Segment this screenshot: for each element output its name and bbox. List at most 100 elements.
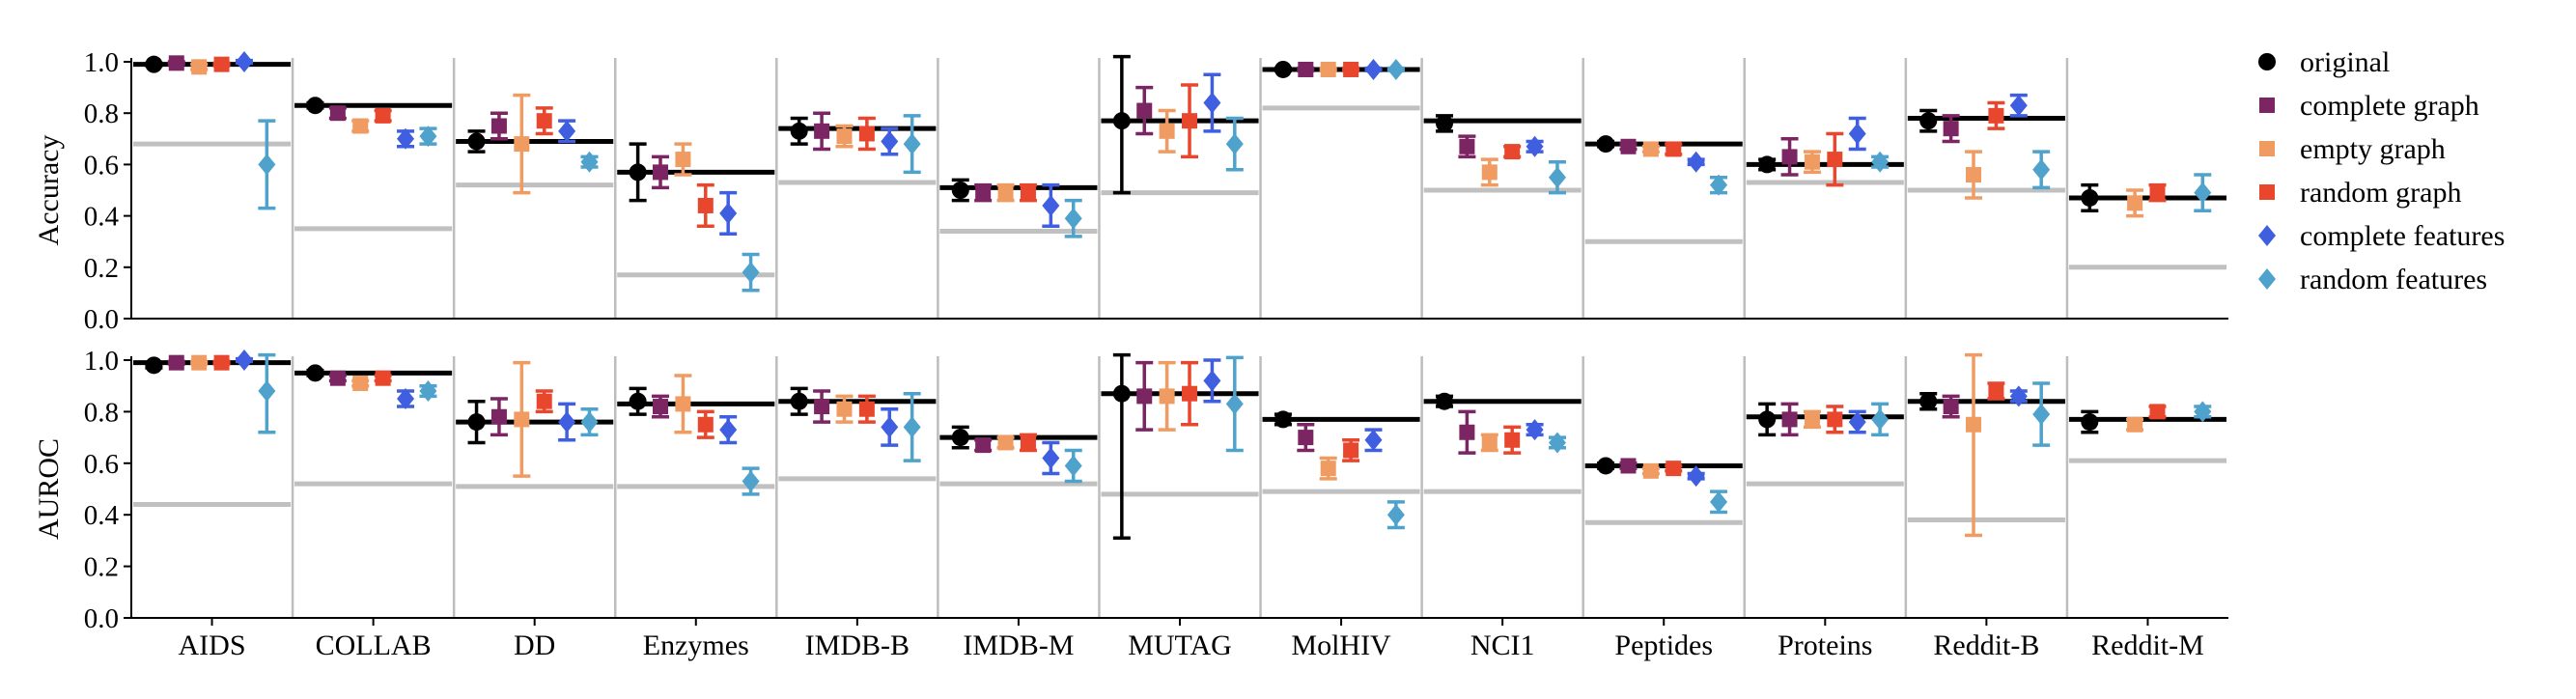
marker-random-graph [1504,432,1521,448]
marker-random-graph [1020,434,1036,451]
marker-random-graph [1666,141,1682,157]
marker-empty-graph [1320,461,1336,477]
marker-random-graph [858,126,875,142]
marker-empty-graph [1642,141,1659,157]
marker-complete-features [1526,135,1544,157]
marker-complete-features [235,51,253,72]
marker-complete-features [235,350,253,371]
marker-random-features [2194,401,2212,423]
marker-random-features [1386,58,1405,80]
legend-marker [2259,98,2275,113]
marker-original [1597,457,1615,475]
marker-complete-features [719,202,738,224]
legend-label: complete features [2300,220,2505,252]
marker-random-features [1064,455,1082,477]
legend-entry: complete graph [2259,90,2479,122]
marker-random-graph [1666,461,1682,477]
marker-complete-features [1203,92,1221,114]
marker-empty-graph [2127,195,2143,211]
marker-complete-features [1364,429,1383,451]
legend-entry: random graph [2259,177,2461,209]
x-tick-label: NCI1 [1470,629,1535,661]
marker-complete-features [1203,370,1221,392]
marker-original [306,364,324,382]
y-tick-label: 0.8 [84,98,119,129]
marker-random-graph [1827,152,1843,168]
x-tick-label: Reddit-M [2091,629,2204,661]
legend-label: complete graph [2300,90,2479,122]
marker-original [2081,413,2099,432]
marker-complete-features [2009,95,2028,117]
legend-marker [2259,184,2275,200]
marker-original [1758,155,1777,174]
x-tick-label: Peptides [1614,629,1713,661]
marker-random-features [1548,166,1566,188]
marker-original [1436,392,1454,410]
y-axis-label: Accuracy [33,135,65,246]
marker-random-features [1225,133,1244,155]
marker-empty-graph [514,411,530,428]
marker-random-features [742,262,760,284]
x-tick-label: MolHIV [1291,629,1391,661]
marker-original [2081,188,2099,207]
legend-entry: complete features [2258,220,2505,252]
marker-random-graph [375,107,391,124]
marker-random-graph [1182,113,1198,129]
y-tick-label: 0.6 [84,449,119,480]
marker-complete-features [2009,385,2028,407]
marker-original [467,413,486,432]
marker-empty-graph [191,354,208,371]
marker-random-features [903,133,921,155]
legend-label: original [2300,46,2390,78]
marker-complete-features [1364,58,1383,80]
marker-original [1436,114,1454,132]
marker-complete-graph [1943,121,1959,137]
marker-complete-graph [1620,458,1637,474]
marker-complete-features [558,120,576,142]
marker-random-graph [858,401,875,417]
marker-random-features [1548,432,1566,454]
marker-random-features [258,154,276,176]
marker-random-graph [1020,184,1036,201]
marker-random-features [1710,490,1728,513]
legend-label: empty graph [2300,133,2446,165]
marker-random-features [580,151,599,173]
marker-complete-graph [1459,424,1475,440]
y-tick-label: 0.4 [84,500,120,531]
marker-random-features [258,380,276,403]
marker-random-features [1871,408,1890,431]
marker-complete-features [1042,194,1060,216]
marker-complete-graph [168,354,184,371]
marker-complete-features [397,127,415,150]
marker-complete-graph [1459,138,1475,154]
marker-complete-features [1526,419,1544,441]
marker-original [145,356,163,375]
legend-entry: empty graph [2259,133,2446,165]
marker-empty-graph [352,376,369,392]
marker-random-graph [536,393,552,409]
marker-complete-features [719,419,738,441]
marker-original [790,392,808,410]
marker-empty-graph [997,434,1014,451]
marker-random-features [2032,404,2051,426]
marker-random-graph [2149,404,2166,420]
marker-complete-graph [1781,411,1798,428]
x-tick-label: Reddit-B [1933,629,2039,661]
marker-random-features [419,380,437,403]
marker-empty-graph [1642,462,1659,479]
marker-complete-graph [329,370,346,386]
y-tick-label: 1.0 [84,47,119,78]
marker-complete-features [1848,411,1866,433]
x-tick-label: IMDB-B [805,629,910,661]
marker-random-features [580,411,599,433]
marker-random-features [1225,393,1244,415]
marker-complete-graph [1136,102,1153,119]
marker-random-graph [1182,385,1198,402]
legend-marker [2259,141,2275,156]
marker-random-graph [1988,107,2004,124]
marker-empty-graph [352,118,369,134]
marker-original [1919,112,1938,130]
y-tick-label: 0.6 [84,150,119,181]
marker-complete-features [1042,447,1060,469]
